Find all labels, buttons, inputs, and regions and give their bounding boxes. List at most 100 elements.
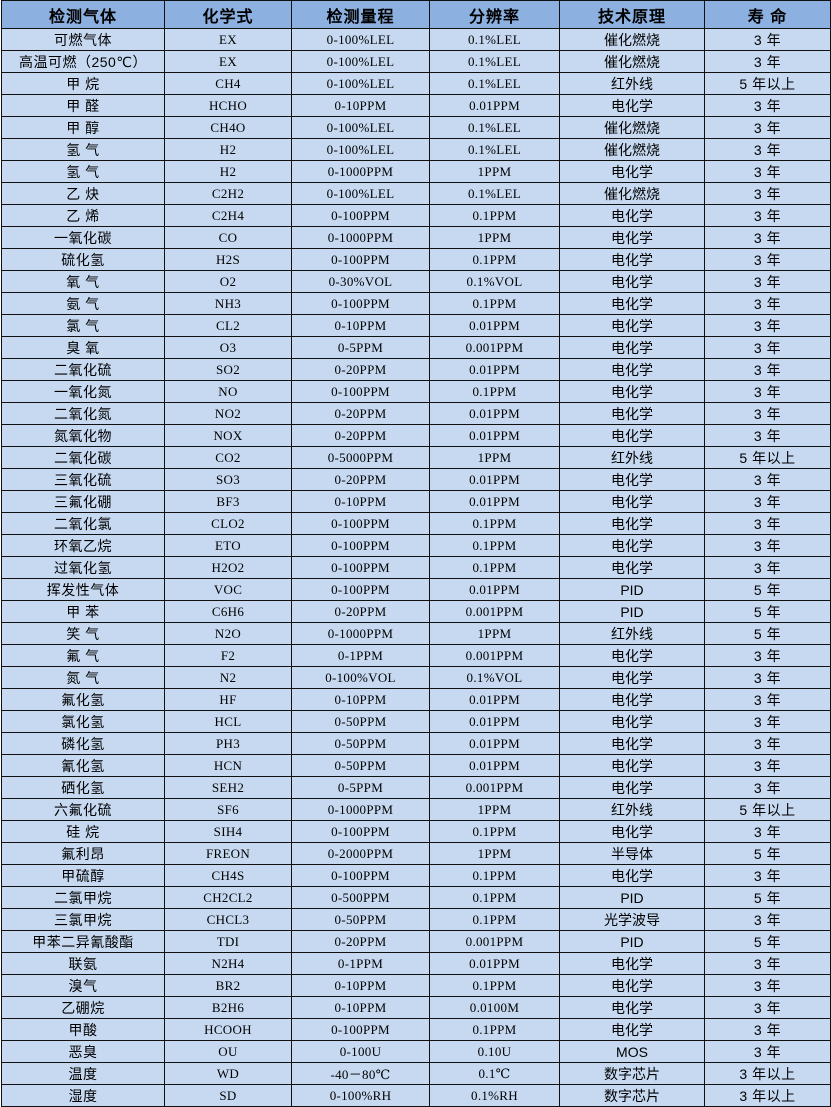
column-header-gas-name: 检测气体 bbox=[1, 0, 165, 29]
cell-detection-range: 0-20PPM bbox=[291, 600, 430, 623]
table-row: 温度 WD -40－80℃ 0.1℃ 数字芯片 3 年以上 bbox=[1, 1062, 831, 1085]
cell-chemical-formula: SF6 bbox=[164, 798, 292, 821]
cell-detection-range: 0-100PPM bbox=[291, 292, 430, 315]
table-row: 甲苯二异氰酸酯 TDI 0-20PPM 0.001PPM PID 5 年 bbox=[1, 930, 831, 953]
cell-chemical-formula: NOX bbox=[164, 424, 292, 447]
cell-resolution: 0.001PPM bbox=[429, 776, 560, 799]
cell-chemical-formula: C2H4 bbox=[164, 204, 292, 227]
table-row: 甲 苯 C6H6 0-20PPM 0.001PPM PID 5 年 bbox=[1, 600, 831, 623]
cell-gas-name: 二氧化氯 bbox=[1, 512, 165, 535]
table-row: 氧 气 O2 0-30%VOL 0.1%VOL 电化学 3 年 bbox=[1, 270, 831, 293]
cell-lifespan: 3 年 bbox=[704, 666, 831, 689]
cell-detection-range: 0-100PPM bbox=[291, 864, 430, 887]
table-row: 二氧化碳 CO2 0-5000PPM 1PPM 红外线 5 年以上 bbox=[1, 446, 831, 469]
cell-resolution: 0.1PPM bbox=[429, 908, 560, 931]
cell-lifespan: 3 年 bbox=[704, 226, 831, 249]
cell-detection-range: -40－80℃ bbox=[291, 1062, 430, 1085]
cell-gas-name: 甲硫醇 bbox=[1, 864, 165, 887]
cell-lifespan: 3 年 bbox=[704, 314, 831, 337]
cell-resolution: 0.1PPM bbox=[429, 1018, 560, 1041]
cell-resolution: 0.1%LEL bbox=[429, 50, 560, 73]
cell-detection-range: 0-10PPM bbox=[291, 996, 430, 1019]
cell-resolution: 0.1%LEL bbox=[429, 72, 560, 95]
cell-technical-principle: 电化学 bbox=[559, 820, 705, 843]
cell-resolution: 0.01PPM bbox=[429, 688, 560, 711]
table-row: 二氧化氮 NO2 0-20PPM 0.01PPM 电化学 3 年 bbox=[1, 402, 831, 425]
cell-gas-name: 笑 气 bbox=[1, 622, 165, 645]
cell-chemical-formula: CO bbox=[164, 226, 292, 249]
cell-technical-principle: 电化学 bbox=[559, 402, 705, 425]
cell-chemical-formula: SO3 bbox=[164, 468, 292, 491]
cell-lifespan: 3 年 bbox=[704, 292, 831, 315]
cell-gas-name: 氟化氢 bbox=[1, 688, 165, 711]
cell-detection-range: 0-100PPM bbox=[291, 1018, 430, 1041]
table-row: 可燃气体 EX 0-100%LEL 0.1%LEL 催化燃烧 3 年 bbox=[1, 28, 831, 51]
cell-detection-range: 0-1000PPM bbox=[291, 798, 430, 821]
cell-technical-principle: 电化学 bbox=[559, 864, 705, 887]
cell-technical-principle: 催化燃烧 bbox=[559, 28, 705, 51]
table-row: 乙 烯 C2H4 0-100PPM 0.1PPM 电化学 3 年 bbox=[1, 204, 831, 227]
cell-lifespan: 3 年 bbox=[704, 336, 831, 359]
cell-gas-name: 三氯甲烷 bbox=[1, 908, 165, 931]
cell-detection-range: 0-20PPM bbox=[291, 424, 430, 447]
cell-lifespan: 3 年 bbox=[704, 358, 831, 381]
cell-resolution: 0.0100M bbox=[429, 996, 560, 1019]
cell-chemical-formula: CH2CL2 bbox=[164, 886, 292, 909]
cell-gas-name: 氯化氢 bbox=[1, 710, 165, 733]
cell-gas-name: 溴气 bbox=[1, 974, 165, 997]
cell-detection-range: 0-20PPM bbox=[291, 468, 430, 491]
cell-gas-name: 氯 气 bbox=[1, 314, 165, 337]
cell-detection-range: 0-1PPM bbox=[291, 644, 430, 667]
cell-gas-name: 氰化氢 bbox=[1, 754, 165, 777]
cell-resolution: 0.001PPM bbox=[429, 644, 560, 667]
cell-lifespan: 3 年以上 bbox=[704, 1062, 831, 1085]
cell-detection-range: 0-20PPM bbox=[291, 930, 430, 953]
cell-technical-principle: 电化学 bbox=[559, 996, 705, 1019]
cell-resolution: 0.1PPM bbox=[429, 292, 560, 315]
cell-detection-range: 0-5PPM bbox=[291, 776, 430, 799]
cell-technical-principle: 红外线 bbox=[559, 798, 705, 821]
cell-detection-range: 0-1000PPM bbox=[291, 226, 430, 249]
cell-chemical-formula: EX bbox=[164, 28, 292, 51]
cell-gas-name: 氨 气 bbox=[1, 292, 165, 315]
cell-chemical-formula: EX bbox=[164, 50, 292, 73]
cell-chemical-formula: WD bbox=[164, 1062, 292, 1085]
table-row: 氨 气 NH3 0-100PPM 0.1PPM 电化学 3 年 bbox=[1, 292, 831, 315]
cell-technical-principle: 催化燃烧 bbox=[559, 138, 705, 161]
cell-lifespan: 3 年 bbox=[704, 424, 831, 447]
cell-detection-range: 0-100PPM bbox=[291, 512, 430, 535]
cell-resolution: 0.01PPM bbox=[429, 732, 560, 755]
cell-resolution: 1PPM bbox=[429, 446, 560, 469]
cell-gas-name: 甲 苯 bbox=[1, 600, 165, 623]
cell-gas-name: 甲 烷 bbox=[1, 72, 165, 95]
table-header: 检测气体 化学式 检测量程 分辨率 技术原理 寿 命 bbox=[1, 0, 831, 29]
cell-gas-name: 三氧化硫 bbox=[1, 468, 165, 491]
cell-lifespan: 5 年 bbox=[704, 578, 831, 601]
column-header-technical-principle: 技术原理 bbox=[559, 0, 705, 29]
cell-detection-range: 0-10PPM bbox=[291, 314, 430, 337]
cell-gas-name: 高温可燃（250℃） bbox=[1, 50, 165, 73]
cell-gas-name: 二氧化硫 bbox=[1, 358, 165, 381]
cell-lifespan: 3 年 bbox=[704, 248, 831, 271]
cell-chemical-formula: HCL bbox=[164, 710, 292, 733]
cell-technical-principle: 电化学 bbox=[559, 952, 705, 975]
cell-technical-principle: 电化学 bbox=[559, 380, 705, 403]
cell-lifespan: 3 年 bbox=[704, 380, 831, 403]
cell-resolution: 0.01PPM bbox=[429, 424, 560, 447]
cell-resolution: 1PPM bbox=[429, 798, 560, 821]
cell-resolution: 0.1%LEL bbox=[429, 138, 560, 161]
cell-chemical-formula: NO bbox=[164, 380, 292, 403]
cell-resolution: 0.1%VOL bbox=[429, 666, 560, 689]
column-header-chemical-formula: 化学式 bbox=[164, 0, 292, 29]
table-row: 臭 氧 O3 0-5PPM 0.001PPM 电化学 3 年 bbox=[1, 336, 831, 359]
cell-gas-name: 氢 气 bbox=[1, 138, 165, 161]
cell-technical-principle: 红外线 bbox=[559, 446, 705, 469]
cell-chemical-formula: F2 bbox=[164, 644, 292, 667]
cell-resolution: 0.1PPM bbox=[429, 556, 560, 579]
cell-resolution: 0.01PPM bbox=[429, 94, 560, 117]
table-row: 氯 气 CL2 0-10PPM 0.01PPM 电化学 3 年 bbox=[1, 314, 831, 337]
cell-resolution: 0.1PPM bbox=[429, 248, 560, 271]
cell-detection-range: 0-20PPM bbox=[291, 358, 430, 381]
cell-lifespan: 5 年以上 bbox=[704, 446, 831, 469]
table-row: 氮氧化物 NOX 0-20PPM 0.01PPM 电化学 3 年 bbox=[1, 424, 831, 447]
